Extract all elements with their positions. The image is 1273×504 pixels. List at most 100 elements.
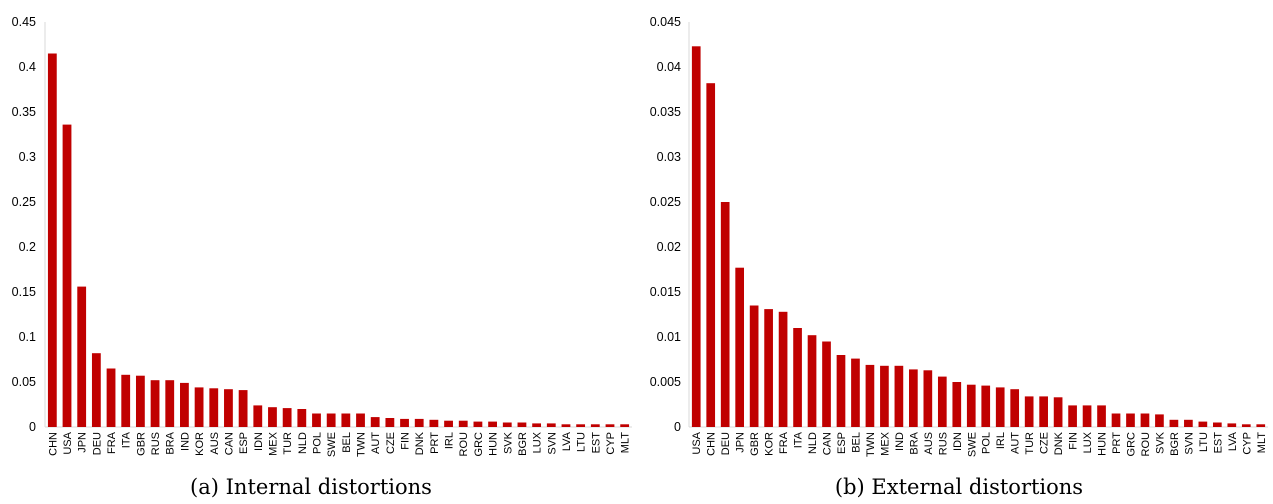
bar-nld — [297, 409, 307, 427]
bar-fra — [106, 368, 116, 427]
x-tick-label: TWN — [356, 432, 368, 457]
y-tick-label: 0 — [674, 420, 681, 434]
x-tick-label: TUR — [1024, 432, 1036, 455]
x-tick-label: SVK — [502, 431, 514, 454]
y-tick-label: 0.03 — [657, 150, 681, 164]
x-tick-label: GBR — [749, 432, 761, 456]
x-tick-label: FRA — [778, 431, 790, 454]
x-tick-label: AUS — [923, 432, 935, 455]
x-tick-label: CZE — [385, 432, 397, 454]
x-tick-label: LUX — [532, 431, 544, 453]
bar-can — [822, 341, 831, 427]
x-tick-label: PRT — [1111, 432, 1123, 454]
y-tick-label: 0.35 — [12, 105, 36, 119]
x-tick-label: MLT — [620, 432, 632, 453]
bar-pol — [981, 385, 991, 427]
bar-fra — [778, 311, 788, 427]
bar-bel — [851, 358, 860, 427]
x-tick-label: KOR — [194, 432, 206, 456]
figure-caption: (b) External distortions — [835, 475, 1083, 499]
x-tick-label: CHN — [47, 432, 59, 456]
y-tick-label: 0 — [29, 420, 36, 434]
bar-est — [590, 424, 600, 427]
x-tick-label: SVN — [546, 432, 558, 455]
bar-swe — [326, 413, 336, 427]
x-tick-label: ESP — [836, 432, 848, 454]
bar-ltu — [1198, 421, 1208, 427]
x-tick-label: CYP — [1241, 432, 1253, 455]
bar-cyp — [605, 424, 615, 427]
y-tick-label: 0.15 — [12, 285, 36, 299]
y-tick-label: 0.035 — [650, 105, 681, 119]
y-tick-label: 0.005 — [650, 375, 681, 389]
x-tick-label: AUS — [209, 432, 221, 455]
bar-cyp — [1241, 424, 1251, 427]
x-tick-label: DNK — [414, 431, 426, 455]
bar-ltu — [576, 424, 586, 427]
bar-pol — [312, 413, 321, 427]
x-tick-label: RUS — [937, 432, 949, 455]
x-tick-label: GRC — [473, 432, 485, 457]
bar-nld — [807, 335, 817, 427]
bar-aus — [923, 370, 933, 427]
bar-kor — [764, 309, 773, 427]
figure-caption: (a) Internal distortions — [190, 475, 432, 499]
bar-dnk — [414, 418, 424, 427]
x-tick-label: USA — [62, 431, 74, 454]
x-tick-label: BGR — [1169, 432, 1181, 456]
x-tick-label: EST — [1212, 432, 1224, 454]
y-tick-label: 0.05 — [12, 375, 36, 389]
bar-esp — [238, 390, 248, 427]
bar-fin — [400, 418, 409, 427]
x-tick-label: FIN — [400, 432, 412, 450]
y-tick-label: 0.015 — [650, 285, 681, 299]
bar-prt — [429, 419, 439, 427]
y-tick-label: 0.25 — [12, 195, 36, 209]
panel-internal-distortions: 0 0.05 0.1 0.15 0.2 0.25 0.3 0.35 0.4 0.45 CHN USA J… — [12, 15, 632, 499]
x-tick-label: IRL — [444, 432, 456, 449]
y-tick-label: 0.45 — [12, 15, 36, 29]
x-tick-label: SVK — [1154, 431, 1166, 454]
x-tick-label: MEX — [879, 431, 891, 456]
x-tick-label: DEU — [720, 432, 732, 455]
bar-aut — [370, 417, 380, 427]
x-tick-label: IRL — [995, 432, 1007, 449]
x-tick-label: EST — [590, 432, 602, 454]
y-tick-label: 0.04 — [657, 60, 681, 74]
bar-twn — [356, 413, 365, 427]
bar-mex — [880, 365, 889, 427]
bar-fin — [1068, 405, 1077, 427]
y-tick-label: 0.4 — [19, 60, 36, 74]
x-tick-label: ITA — [793, 431, 805, 448]
x-tick-label: TUR — [282, 432, 294, 455]
y-tick-label: 0.1 — [19, 330, 36, 344]
x-tick-label: BRA — [908, 431, 920, 454]
x-tick-label: AUT — [370, 432, 382, 454]
bar-lva — [1227, 423, 1237, 427]
bar-svk — [1155, 414, 1164, 427]
bar-hun — [1097, 405, 1106, 427]
bar-bgr — [1169, 419, 1179, 427]
bar-jpn — [77, 286, 87, 427]
bar-idn — [952, 382, 962, 427]
y-tick-label: 0.3 — [19, 150, 36, 164]
bar-jpn — [735, 267, 745, 427]
bar-idn — [253, 405, 263, 427]
x-tick-label: CAN — [822, 432, 834, 455]
x-tick-label: GRC — [1125, 432, 1137, 457]
x-tick-label: CZE — [1039, 432, 1051, 454]
x-tick-label: DEU — [91, 432, 103, 455]
x-tick-label: LTU — [1198, 432, 1210, 452]
bar-svk — [502, 422, 512, 427]
x-tick-label: AUT — [1010, 432, 1022, 454]
y-tick-label: 0.045 — [650, 15, 681, 29]
x-tick-label: NLD — [297, 432, 309, 454]
x-tick-label: HUN — [488, 432, 500, 456]
x-tick-label: CAN — [223, 432, 235, 455]
bar-lva — [561, 424, 571, 427]
x-tick-label: FIN — [1068, 432, 1080, 450]
bar-bgr — [517, 422, 527, 427]
bar-grc — [1126, 413, 1135, 427]
y-tick-label: 0.02 — [657, 240, 681, 254]
bar-chn — [47, 53, 57, 427]
